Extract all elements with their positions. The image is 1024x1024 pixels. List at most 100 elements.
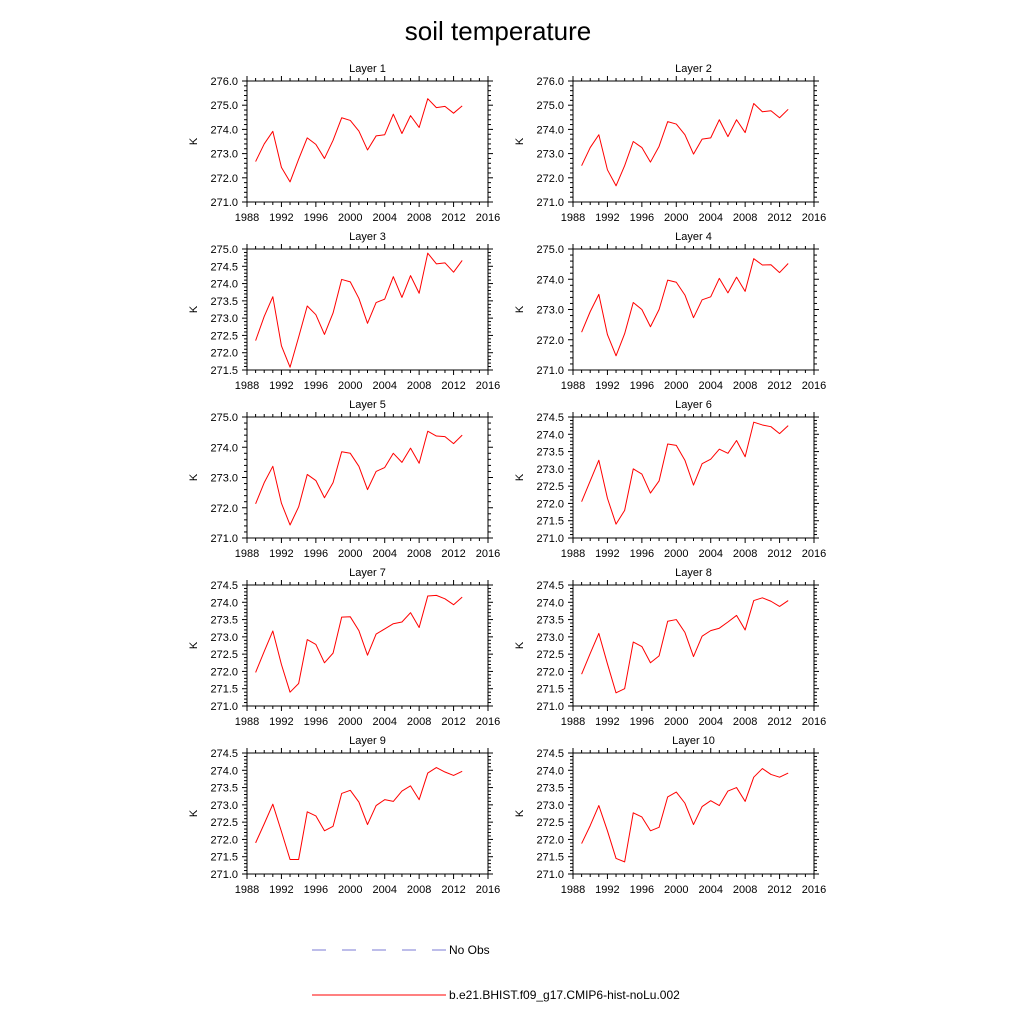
series-line <box>255 252 463 368</box>
y-tick-label: 273.0 <box>210 313 238 325</box>
x-tick-label: 1988 <box>235 380 259 392</box>
x-tick-label: 2012 <box>767 716 791 728</box>
y-tick-label: 271.5 <box>536 516 564 528</box>
legend: No Obs b.e21.BHIST.f09_g17.CMIP6-hist-noL… <box>312 943 680 1002</box>
x-tick-label: 1996 <box>304 884 328 896</box>
x-tick-label: 2000 <box>338 884 362 896</box>
x-tick-label: 2012 <box>441 884 465 896</box>
panel-layer-6: Layer 6 1988 1992 1996 2000 2004 2008 2012 2016 2… <box>514 399 826 560</box>
y-tick-label: 275.0 <box>210 244 238 256</box>
series-line <box>581 597 789 694</box>
x-tick-label: 2008 <box>733 380 757 392</box>
x-tick-label: 1996 <box>304 212 328 224</box>
series-line <box>255 98 463 183</box>
x-tick-label: 2004 <box>372 716 396 728</box>
panel-title: Layer 3 <box>349 231 386 243</box>
y-tick-label: 272.5 <box>210 649 238 661</box>
x-tick-label: 2008 <box>407 380 431 392</box>
plot-frame <box>246 416 489 539</box>
panel-layer-4: Layer 4 1988 1992 1996 2000 2004 2008 2012 2016 2… <box>514 231 826 392</box>
plot-frame <box>246 248 489 371</box>
y-tick-label: 274.5 <box>536 748 564 760</box>
x-tick-label: 2016 <box>802 548 826 560</box>
x-tick-label: 1992 <box>595 884 619 896</box>
y-tick-label: 272.0 <box>536 834 564 846</box>
x-tick-label: 2008 <box>407 212 431 224</box>
series-line <box>255 594 463 693</box>
x-tick-label: 2008 <box>733 716 757 728</box>
y-tick-label: 276.0 <box>536 76 564 88</box>
y-tick-label: 274.5 <box>536 412 564 424</box>
y-tick-label: 274.5 <box>210 261 238 273</box>
y-axis-label: K <box>514 473 526 481</box>
x-tick-label: 1988 <box>561 716 585 728</box>
y-axis-label: K <box>188 137 200 145</box>
y-tick-label: 272.0 <box>536 335 564 347</box>
y-tick-label: 272.0 <box>536 173 564 185</box>
x-tick-label: 2000 <box>338 716 362 728</box>
y-tick-label: 271.5 <box>210 852 238 864</box>
x-tick-label: 2016 <box>476 548 500 560</box>
plot-frame <box>572 248 815 371</box>
x-tick-label: 2008 <box>407 548 431 560</box>
panel-layer-5: Layer 5 1988 1992 1996 2000 2004 2008 2012 2016 2… <box>188 399 500 560</box>
y-axis-label: K <box>514 137 526 145</box>
x-tick-label: 2004 <box>698 548 722 560</box>
panel-layer-1: Layer 1 1988 1992 1996 2000 2004 2008 2012 2016 2… <box>188 63 500 224</box>
y-axis-label: K <box>514 809 526 817</box>
x-tick-label: 2016 <box>476 212 500 224</box>
y-tick-label: 274.5 <box>210 748 238 760</box>
y-tick-label: 273.5 <box>536 783 564 795</box>
x-tick-label: 2012 <box>441 380 465 392</box>
x-tick-label: 2000 <box>338 380 362 392</box>
x-tick-label: 2016 <box>802 212 826 224</box>
y-tick-label: 273.5 <box>210 615 238 627</box>
x-tick-label: 2004 <box>372 380 396 392</box>
y-tick-label: 272.5 <box>536 649 564 661</box>
panel-title: Layer 5 <box>349 399 386 411</box>
x-tick-label: 1996 <box>304 716 328 728</box>
panel-title: Layer 8 <box>675 567 712 579</box>
y-tick-label: 274.0 <box>210 279 238 291</box>
x-tick-label: 2000 <box>664 548 688 560</box>
y-tick-label: 274.0 <box>536 274 564 286</box>
y-tick-label: 271.5 <box>210 365 238 377</box>
y-tick-label: 274.0 <box>536 597 564 609</box>
x-tick-label: 2008 <box>733 548 757 560</box>
y-tick-label: 271.0 <box>536 365 564 377</box>
y-tick-label: 272.0 <box>536 498 564 510</box>
y-tick-label: 273.0 <box>536 632 564 644</box>
y-tick-label: 273.0 <box>210 800 238 812</box>
x-tick-label: 2012 <box>767 380 791 392</box>
y-tick-label: 275.0 <box>536 244 564 256</box>
x-tick-label: 2012 <box>441 716 465 728</box>
y-tick-label: 274.0 <box>210 124 238 136</box>
y-tick-label: 272.0 <box>210 348 238 360</box>
x-tick-label: 1988 <box>561 884 585 896</box>
panel-layer-9: Layer 9 1988 1992 1996 2000 2004 2008 2012 2016 2… <box>188 735 500 896</box>
y-tick-label: 274.0 <box>210 765 238 777</box>
y-tick-label: 271.0 <box>210 197 238 209</box>
panel-title: Layer 10 <box>672 735 715 747</box>
x-tick-label: 2000 <box>664 212 688 224</box>
y-tick-label: 272.0 <box>210 173 238 185</box>
x-tick-label: 2016 <box>476 380 500 392</box>
x-tick-label: 1992 <box>269 548 293 560</box>
x-tick-label: 1996 <box>630 212 654 224</box>
x-tick-label: 2008 <box>733 212 757 224</box>
series-line <box>581 421 789 525</box>
x-tick-label: 1992 <box>595 212 619 224</box>
legend-label: No Obs <box>449 943 490 957</box>
x-tick-label: 1996 <box>630 716 654 728</box>
y-tick-label: 271.0 <box>210 533 238 545</box>
legend-label: b.e21.BHIST.f09_g17.CMIP6-hist-noLu.002 <box>449 988 680 1002</box>
panel-layer-3: Layer 3 1988 1992 1996 2000 2004 2008 2012 2016 2… <box>188 231 500 392</box>
x-tick-label: 2004 <box>372 212 396 224</box>
x-tick-label: 1996 <box>304 380 328 392</box>
y-tick-label: 274.5 <box>536 580 564 592</box>
y-tick-label: 273.5 <box>210 783 238 795</box>
y-tick-label: 274.0 <box>210 597 238 609</box>
x-tick-label: 1992 <box>269 380 293 392</box>
y-tick-label: 273.0 <box>536 800 564 812</box>
